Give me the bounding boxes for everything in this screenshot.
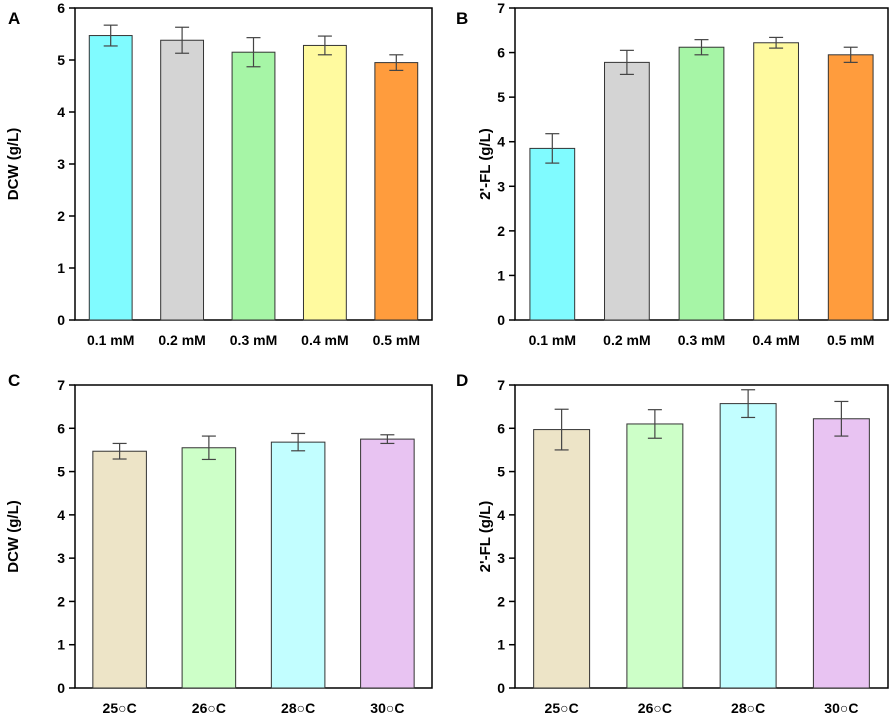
bar (533, 429, 591, 689)
y-tick-label: 1 (497, 637, 505, 653)
x-tick-label: 0.3 mM (678, 332, 725, 348)
y-tick-label: 7 (497, 377, 505, 393)
plot-frame (74, 384, 433, 689)
bar (827, 54, 874, 321)
plot-frame (514, 384, 889, 689)
y-axis-label: DCW (g/L) (5, 128, 22, 200)
x-tick-label: 26○C (192, 700, 226, 714)
x-tick-label: 30○C (824, 700, 858, 714)
y-tick-label: 5 (57, 464, 65, 480)
x-tick-label: 25○C (103, 700, 137, 714)
panel-c: C 0 1 2 3 4 5 6 7 DCW (g/L) 25○C 26○C 28○C 30○C (5, 371, 433, 714)
y-tick-label: 2 (497, 593, 505, 609)
x-tick-label: 0.4 mM (301, 332, 348, 348)
bar (231, 51, 276, 321)
y-tick-label: 5 (57, 52, 65, 68)
x-tick-label: 26○C (638, 700, 672, 714)
x-tick-label: 0.2 mM (158, 332, 205, 348)
bar (181, 447, 237, 689)
panel-d: D 0 1 2 3 4 5 6 7 2'-FL (g/L) 25○C 26○C 28○C 30○C (456, 371, 889, 714)
panel-letter: D (456, 371, 468, 390)
y-tick-label: 0 (497, 680, 505, 696)
bar (626, 423, 684, 689)
x-tick-label: 28○C (731, 700, 765, 714)
bar (160, 39, 205, 321)
y-tick-label: 4 (497, 507, 505, 523)
panel-letter: B (456, 9, 468, 28)
y-tick-label: 2 (57, 593, 65, 609)
bar (88, 35, 133, 321)
y-tick-label: 0 (497, 312, 505, 328)
bar (302, 44, 347, 321)
x-tick-label: 0.2 mM (603, 332, 650, 348)
bar (812, 418, 870, 689)
y-tick-label: 6 (57, 420, 65, 436)
x-tick-label: 0.1 mM (529, 332, 576, 348)
x-tick-label: 25○C (545, 700, 579, 714)
x-tick-label: 0.3 mM (230, 332, 277, 348)
bar (270, 441, 326, 689)
y-tick-label: 7 (57, 377, 65, 393)
x-tick-label: 0.5 mM (827, 332, 874, 348)
y-tick-label: 2 (57, 208, 65, 224)
y-tick-label: 6 (497, 420, 505, 436)
y-tick-label: 6 (497, 45, 505, 61)
y-tick-label: 1 (57, 260, 65, 276)
x-tick-label: 30○C (370, 700, 404, 714)
x-tick-label: 0.5 mM (373, 332, 420, 348)
y-tick-label: 3 (497, 178, 505, 194)
y-tick-label: 5 (497, 464, 505, 480)
y-tick-label: 6 (57, 0, 65, 16)
y-tick-label: 3 (497, 550, 505, 566)
y-tick-label: 4 (57, 507, 65, 523)
bar (753, 42, 799, 321)
y-tick-label: 3 (57, 550, 65, 566)
y-axis-label: DCW (g/L) (5, 500, 22, 572)
y-tick-label: 4 (57, 104, 65, 120)
y-tick-label: 4 (497, 134, 505, 150)
bar (604, 61, 650, 321)
y-axis-label: 2'-FL (g/L) (477, 128, 494, 200)
y-tick-label: 1 (57, 637, 65, 653)
bar (529, 147, 576, 321)
x-tick-label: 28○C (281, 700, 315, 714)
bar (92, 450, 147, 689)
x-tick-label: 0.4 mM (752, 332, 799, 348)
y-tick-label: 1 (497, 267, 505, 283)
y-tick-label: 5 (497, 89, 505, 105)
bar (360, 438, 415, 689)
panel-letter: C (8, 371, 20, 390)
bar (719, 403, 777, 689)
y-tick-label: 0 (57, 680, 65, 696)
y-tick-label: 3 (57, 156, 65, 172)
bar (374, 62, 419, 321)
y-tick-label: 2 (497, 223, 505, 239)
y-tick-label: 7 (497, 0, 505, 16)
y-axis-label: 2'-FL (g/L) (477, 501, 494, 573)
panel-a: A 0 1 2 3 4 5 6 DCW (g/L) 0.1 mM 0.2 mM 0.3 mM 0.4 m… (5, 0, 433, 348)
y-tick-label: 0 (57, 312, 65, 328)
panel-letter: A (8, 9, 20, 28)
panel-b: B 0 1 2 3 4 5 6 7 2'-FL (g/L) 0.1 mM 0.2 mM 0.3 mM 0.… (456, 0, 889, 348)
bar (678, 46, 725, 321)
x-tick-label: 0.1 mM (87, 332, 134, 348)
